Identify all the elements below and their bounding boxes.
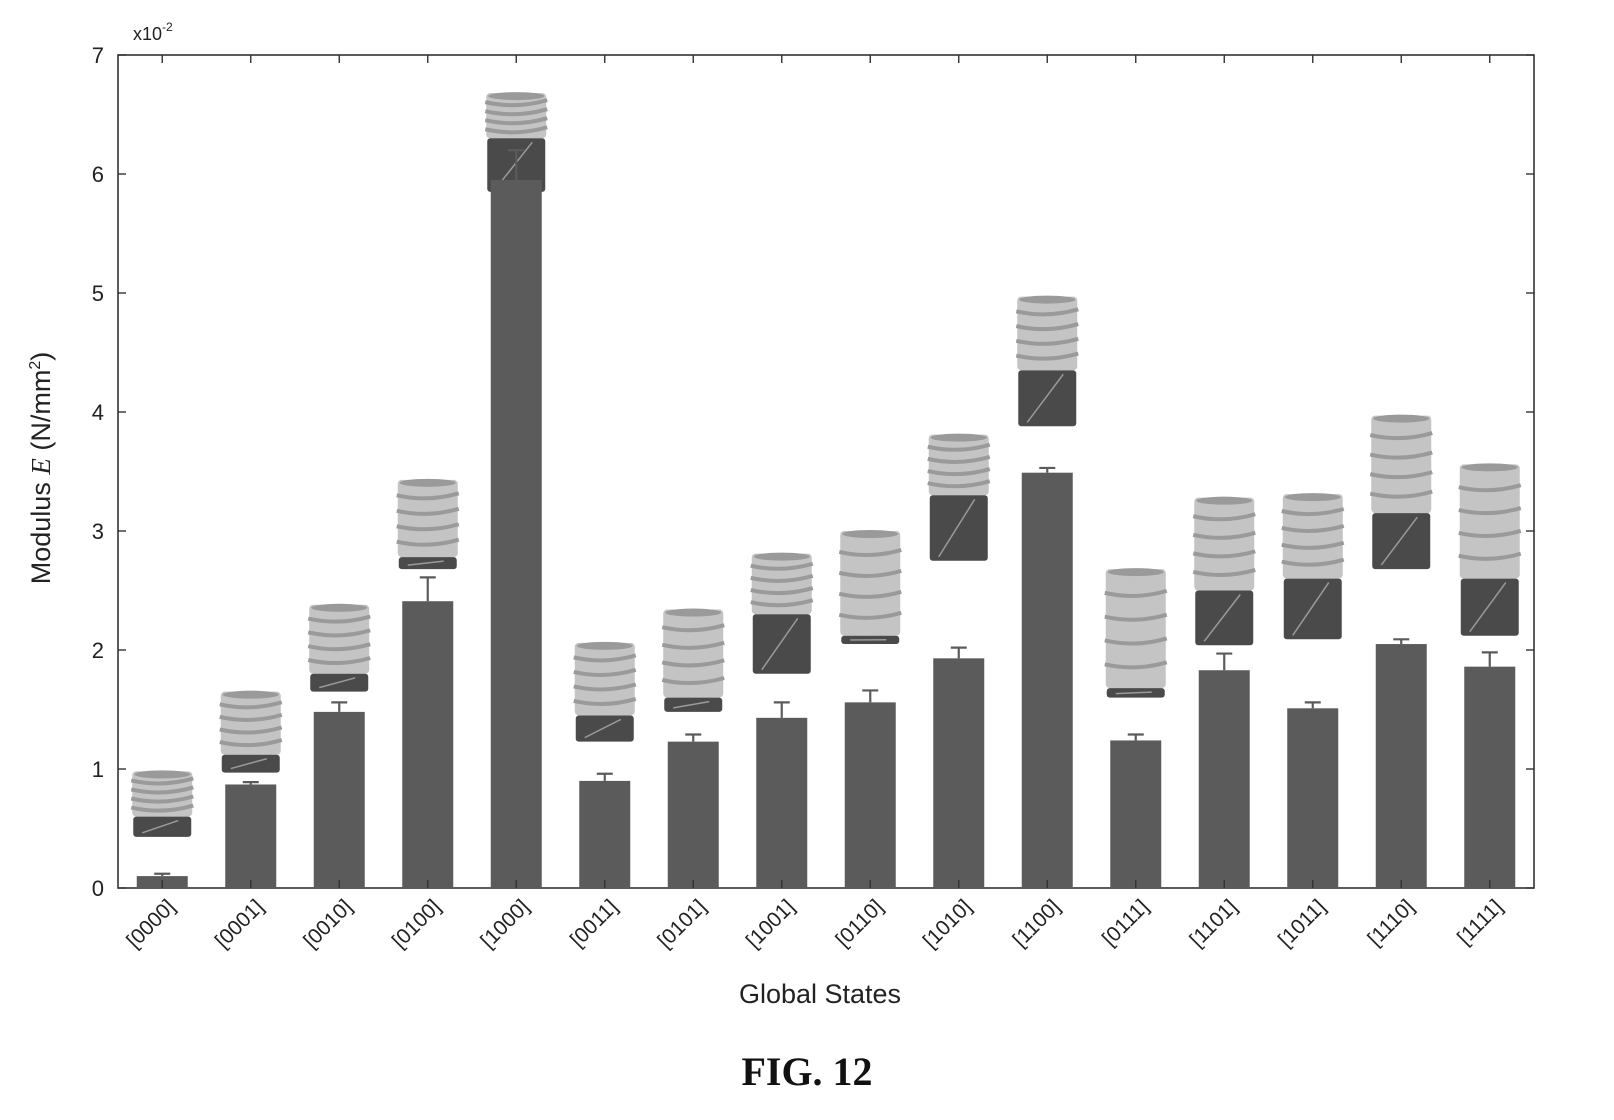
error-bar xyxy=(1039,466,1056,473)
x-tick-label: [0101] xyxy=(653,895,711,953)
error-bar xyxy=(1481,651,1498,667)
bar xyxy=(667,741,719,888)
error-bar xyxy=(1127,733,1144,741)
x-tick-label: [0110] xyxy=(831,895,887,951)
bar xyxy=(933,658,985,888)
error-bar xyxy=(508,149,525,180)
x-tick-label: [0111] xyxy=(1098,895,1153,950)
x-tick-label: [0100] xyxy=(388,895,446,953)
x-tick-label: [1010] xyxy=(919,895,977,953)
error-bar xyxy=(331,701,348,712)
bar xyxy=(756,717,808,888)
origami-column-icon xyxy=(573,641,637,742)
error-bar xyxy=(1216,652,1233,671)
bar xyxy=(579,780,631,888)
y-tick-label: 5 xyxy=(92,281,104,306)
origami-column-icon xyxy=(219,690,283,773)
bar xyxy=(225,784,277,888)
origami-column-icon xyxy=(1104,568,1168,698)
bar xyxy=(1287,708,1339,888)
origami-column-icon xyxy=(1192,496,1256,646)
y-tick-label: 4 xyxy=(92,400,104,425)
error-bar xyxy=(862,689,879,703)
x-tick-label: [0001] xyxy=(211,895,269,953)
bar xyxy=(844,702,896,888)
error-bar xyxy=(1393,638,1410,645)
error-bar xyxy=(950,646,967,659)
error-bar xyxy=(242,780,259,785)
y-tick-label: 2 xyxy=(92,638,104,663)
x-tick-label: [1100] xyxy=(1008,895,1064,951)
x-tick-label: [0011] xyxy=(566,895,622,951)
y-axis-multiplier: x10-2 xyxy=(133,20,173,44)
error-bar xyxy=(685,733,702,742)
bar xyxy=(1021,472,1073,888)
x-tick-label: [1101] xyxy=(1185,895,1241,951)
x-tick-label: [1111] xyxy=(1453,895,1507,949)
x-axis-title: Global States xyxy=(739,979,901,1009)
y-tick-label: 3 xyxy=(92,519,104,544)
x-tick-label: [1000] xyxy=(476,895,534,953)
x-tick-label: [1011] xyxy=(1274,895,1330,951)
origami-column-icon xyxy=(838,530,902,645)
y-axis-title: Modulus E (N/mm2) xyxy=(26,352,56,584)
origami-column-icon xyxy=(927,433,991,561)
origami-column-icon xyxy=(661,608,725,712)
x-tick-label: [1110] xyxy=(1363,895,1418,950)
bar xyxy=(1110,740,1162,888)
bar xyxy=(313,711,365,888)
error-bars xyxy=(154,149,1498,877)
bar xyxy=(490,179,542,888)
plot-area-border xyxy=(117,54,1535,889)
origami-column-icon xyxy=(1369,414,1433,570)
bar xyxy=(1464,666,1516,888)
origami-column-icon xyxy=(750,552,814,674)
x-tick-label: [0000] xyxy=(122,895,180,953)
y-axis-ticks: 0 1 2 3 4 5 6 7 xyxy=(92,43,1534,901)
error-bar xyxy=(596,772,613,781)
bar xyxy=(402,601,454,888)
plot-frame xyxy=(117,54,1535,889)
origami-column-icon xyxy=(1015,295,1079,427)
y-tick-label: 1 xyxy=(92,757,104,782)
error-bar xyxy=(154,872,171,877)
origami-icons xyxy=(130,92,1522,837)
error-bar xyxy=(419,576,436,602)
y-tick-label: 6 xyxy=(92,162,104,187)
y-tick-label: 7 xyxy=(92,43,104,68)
bar xyxy=(1375,644,1427,888)
origami-column-icon xyxy=(130,770,194,837)
bar xyxy=(1198,670,1250,888)
x-tick-label: [0010] xyxy=(299,895,357,953)
error-bar xyxy=(773,701,790,718)
origami-column-icon xyxy=(1458,463,1522,636)
y-tick-label: 0 xyxy=(92,876,104,901)
origami-column-icon xyxy=(396,478,460,570)
origami-column-icon xyxy=(1281,493,1345,640)
origami-column-icon xyxy=(307,603,371,692)
figure-caption: FIG. 12 xyxy=(741,1049,873,1094)
x-tick-label: [1001] xyxy=(742,895,800,953)
error-bar xyxy=(1304,701,1321,709)
